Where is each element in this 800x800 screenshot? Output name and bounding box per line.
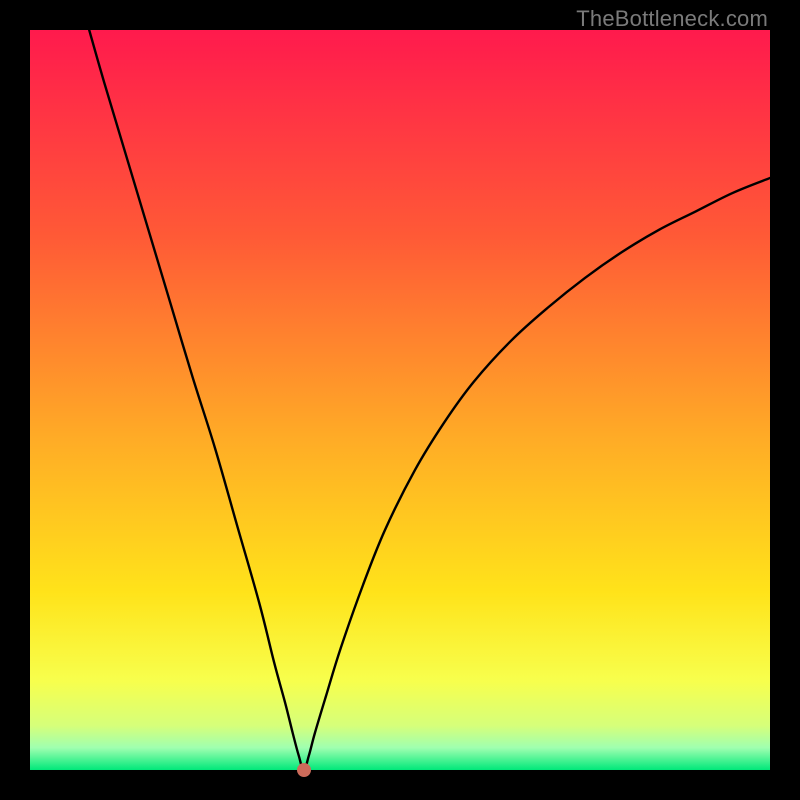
watermark-text: TheBottleneck.com xyxy=(576,6,768,32)
optimal-point-marker xyxy=(297,763,311,777)
bottleneck-curve xyxy=(89,30,770,770)
chart-frame: TheBottleneck.com xyxy=(0,0,800,800)
curve-svg xyxy=(30,30,770,770)
